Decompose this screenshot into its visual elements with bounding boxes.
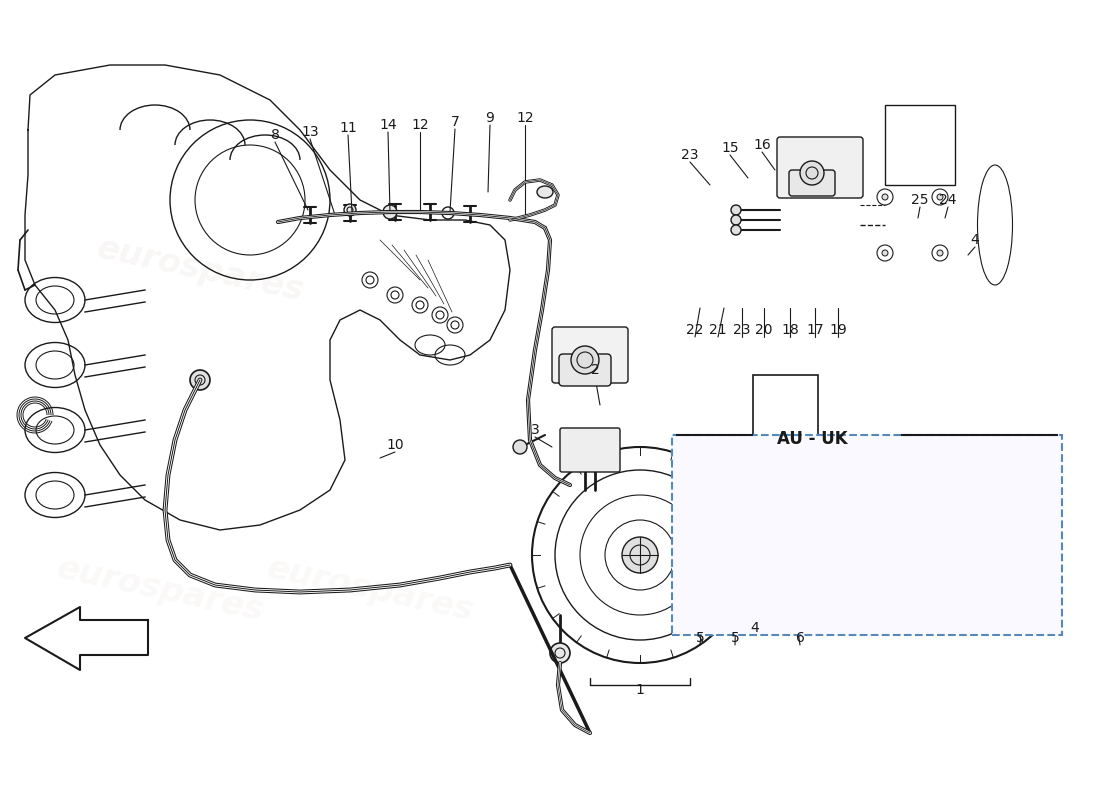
Text: 11: 11 xyxy=(339,121,356,135)
Text: AU - UK: AU - UK xyxy=(777,430,847,448)
Circle shape xyxy=(937,194,943,200)
Circle shape xyxy=(621,537,658,573)
Text: eurospares: eurospares xyxy=(54,552,266,628)
Text: 23: 23 xyxy=(681,148,698,162)
Circle shape xyxy=(751,596,759,604)
Circle shape xyxy=(732,205,741,215)
FancyBboxPatch shape xyxy=(559,354,610,386)
Circle shape xyxy=(801,596,808,604)
Text: 7: 7 xyxy=(451,115,460,129)
Circle shape xyxy=(882,194,888,200)
Text: eurospares: eurospares xyxy=(94,232,307,308)
Text: 24: 24 xyxy=(939,193,957,207)
Circle shape xyxy=(383,205,397,219)
Circle shape xyxy=(751,506,759,514)
Text: 8: 8 xyxy=(271,128,279,142)
Ellipse shape xyxy=(537,186,553,198)
Text: 12: 12 xyxy=(411,118,429,132)
FancyBboxPatch shape xyxy=(777,137,864,198)
Text: 13: 13 xyxy=(301,125,319,139)
Circle shape xyxy=(190,370,210,390)
Text: 2: 2 xyxy=(591,363,600,377)
FancyBboxPatch shape xyxy=(560,428,620,472)
Text: eurospares: eurospares xyxy=(263,552,476,628)
Text: 3: 3 xyxy=(530,423,539,437)
Circle shape xyxy=(571,346,600,374)
Text: 10: 10 xyxy=(386,438,404,452)
Polygon shape xyxy=(25,607,149,670)
Circle shape xyxy=(882,250,888,256)
Circle shape xyxy=(732,215,741,225)
Text: 12: 12 xyxy=(516,111,534,125)
Text: 9: 9 xyxy=(485,111,494,125)
Text: 19: 19 xyxy=(829,323,847,337)
Text: 23: 23 xyxy=(734,323,750,337)
Circle shape xyxy=(937,250,943,256)
Circle shape xyxy=(800,161,824,185)
Text: 14: 14 xyxy=(379,118,397,132)
FancyBboxPatch shape xyxy=(552,327,628,383)
Text: 6: 6 xyxy=(795,631,804,645)
Text: 17: 17 xyxy=(806,323,824,337)
Text: 22: 22 xyxy=(686,323,704,337)
Text: 5: 5 xyxy=(695,631,704,645)
Text: 16: 16 xyxy=(754,138,771,152)
Circle shape xyxy=(832,620,842,630)
Text: 5: 5 xyxy=(730,631,739,645)
Text: 21: 21 xyxy=(710,323,727,337)
FancyBboxPatch shape xyxy=(672,435,1062,635)
Text: 15: 15 xyxy=(722,141,739,155)
Text: 18: 18 xyxy=(781,323,799,337)
Circle shape xyxy=(344,204,356,216)
Text: 20: 20 xyxy=(756,323,772,337)
Circle shape xyxy=(801,506,808,514)
Text: 4: 4 xyxy=(970,233,979,247)
Circle shape xyxy=(732,225,741,235)
FancyBboxPatch shape xyxy=(789,170,835,196)
Text: 25: 25 xyxy=(911,193,928,207)
Circle shape xyxy=(550,643,570,663)
Circle shape xyxy=(513,440,527,454)
Text: 4: 4 xyxy=(750,621,759,635)
Text: 1: 1 xyxy=(636,683,645,697)
